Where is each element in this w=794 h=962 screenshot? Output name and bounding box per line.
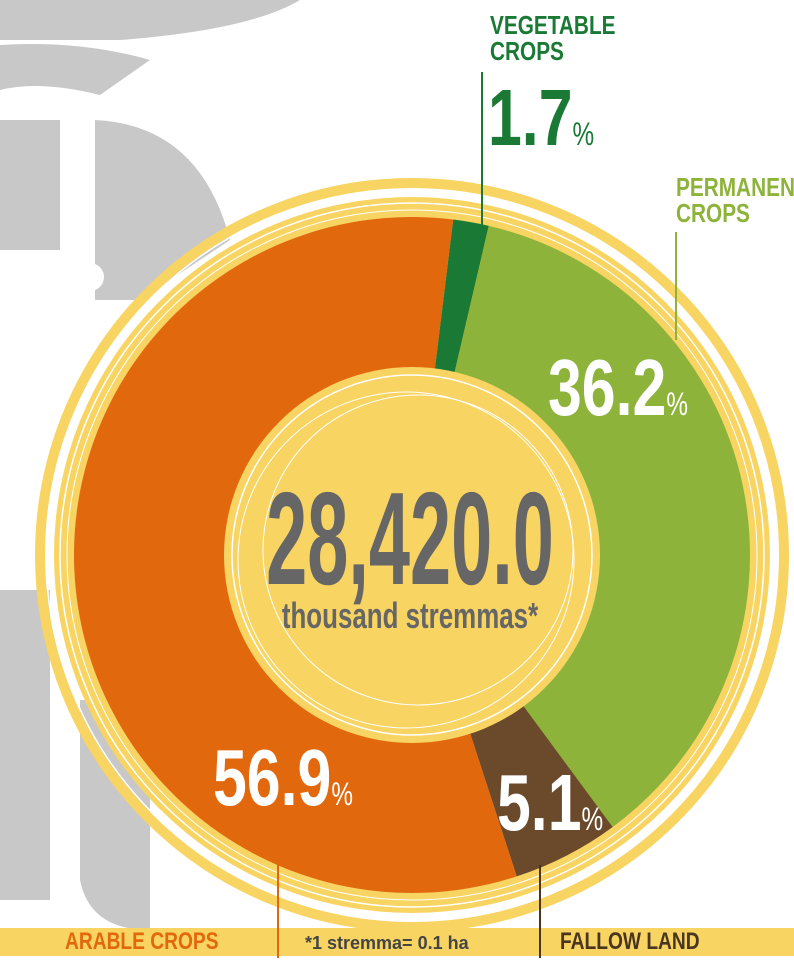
unit: %: [582, 802, 604, 838]
value: 1.7: [488, 74, 573, 163]
unit: %: [573, 117, 595, 153]
category-line: PERMANENT: [676, 173, 794, 202]
category-line: CROPS: [676, 199, 750, 228]
total-value: 28,420.0: [266, 464, 554, 612]
value-label: 1.7%: [488, 74, 594, 163]
value: 36.2: [548, 344, 666, 433]
category-label: ARABLE CROPS: [65, 927, 219, 955]
value: 5.1: [497, 759, 582, 848]
category-line: CROPS: [490, 37, 564, 66]
category-label: PERMANENTCROPS: [676, 173, 794, 228]
footnote: *1 stremma= 0.1 ha: [305, 933, 470, 953]
category-line: VEGETABLE: [490, 11, 616, 40]
unit: %: [666, 387, 688, 423]
infographic: 28,420.0 thousand stremmas* *1 stremma= …: [0, 0, 794, 962]
unit: %: [331, 777, 353, 813]
total-unit: thousand stremmas*: [282, 596, 539, 636]
category-label: FALLOW LAND: [560, 927, 700, 955]
value: 56.9: [213, 734, 331, 823]
